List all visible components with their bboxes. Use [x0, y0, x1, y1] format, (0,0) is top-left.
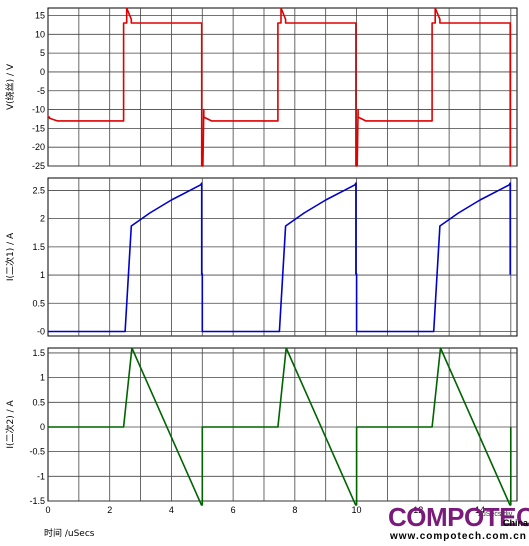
panel-frame [47, 177, 518, 337]
panel-3: 1.5 1 0.5 0 -0.5 -1 -1.5 I(二次2) / A [4, 347, 518, 506]
x-tick-label: 2 [107, 505, 112, 515]
y-tick-label: 1.5 [32, 242, 45, 252]
y-axis-label: I(二次1) / A [4, 232, 16, 281]
y-tick-label: 2 [40, 214, 45, 224]
y-tick-label: 0.5 [32, 397, 45, 407]
y-tick-label: 5 [40, 48, 45, 58]
y-tick-label: 1.5 [32, 348, 45, 358]
x-axis-scale-note: 2uSecs/div [478, 511, 513, 518]
y-tick-label: -20 [32, 142, 45, 152]
logo-name: COMPOTECH [388, 502, 529, 532]
series-line-1-1 [48, 7, 512, 167]
x-tick-label: 10 [352, 505, 362, 515]
x-tick-label: 14 [475, 505, 485, 515]
y-tick-label: -25 [32, 161, 45, 171]
x-tick-label: 4 [169, 505, 174, 515]
logo-region: China [503, 518, 529, 528]
compotech-logo: COMPOTECH China www.compotech.com.cn [388, 502, 529, 542]
y-tick-label: 1 [40, 373, 45, 383]
y-tick-label: 0 [40, 67, 45, 77]
series-line-3-1 [48, 347, 512, 506]
y-tick-label: 0 [40, 422, 45, 432]
panel-1: 15 10 5 0 -5 -10 -15 -20 -25 V(绕丝) / V [4, 7, 518, 171]
y-tick-label: 2.5 [32, 185, 45, 195]
logo-url: www.compotech.com.cn [390, 531, 527, 542]
y-tick-label: 0.5 [32, 298, 45, 308]
y-tick-label: -15 [32, 123, 45, 133]
x-tick-label: 6 [231, 505, 236, 515]
y-tick-label: -5 [37, 86, 45, 96]
y-tick-label: 15 [35, 11, 45, 21]
y-tick-label: -1 [37, 471, 45, 481]
y-tick-label: -0 [37, 326, 45, 336]
y-tick-label: -10 [32, 105, 45, 115]
panel-frame [47, 7, 518, 167]
panel-frame [47, 347, 518, 502]
x-tick-label: 12 [413, 505, 423, 515]
y-axis-label: V(绕丝) / V [4, 63, 16, 110]
panel-2: 2.5 2 1.5 1 0.5 -0 I(二次1) / A [4, 177, 518, 337]
y-tick-label: -1.5 [29, 496, 45, 506]
y-tick-label: -0.5 [29, 447, 45, 457]
series-line-2-1 [48, 182, 512, 333]
x-tick-label: 0 [45, 505, 50, 515]
x-tick-label: 8 [292, 505, 297, 515]
y-axis-label: I(二次2) / A [4, 400, 16, 449]
y-tick-label: 10 [35, 29, 45, 39]
y-tick-label: 1 [40, 270, 45, 280]
x-axis-label: 时间 /uSecs [44, 529, 95, 539]
